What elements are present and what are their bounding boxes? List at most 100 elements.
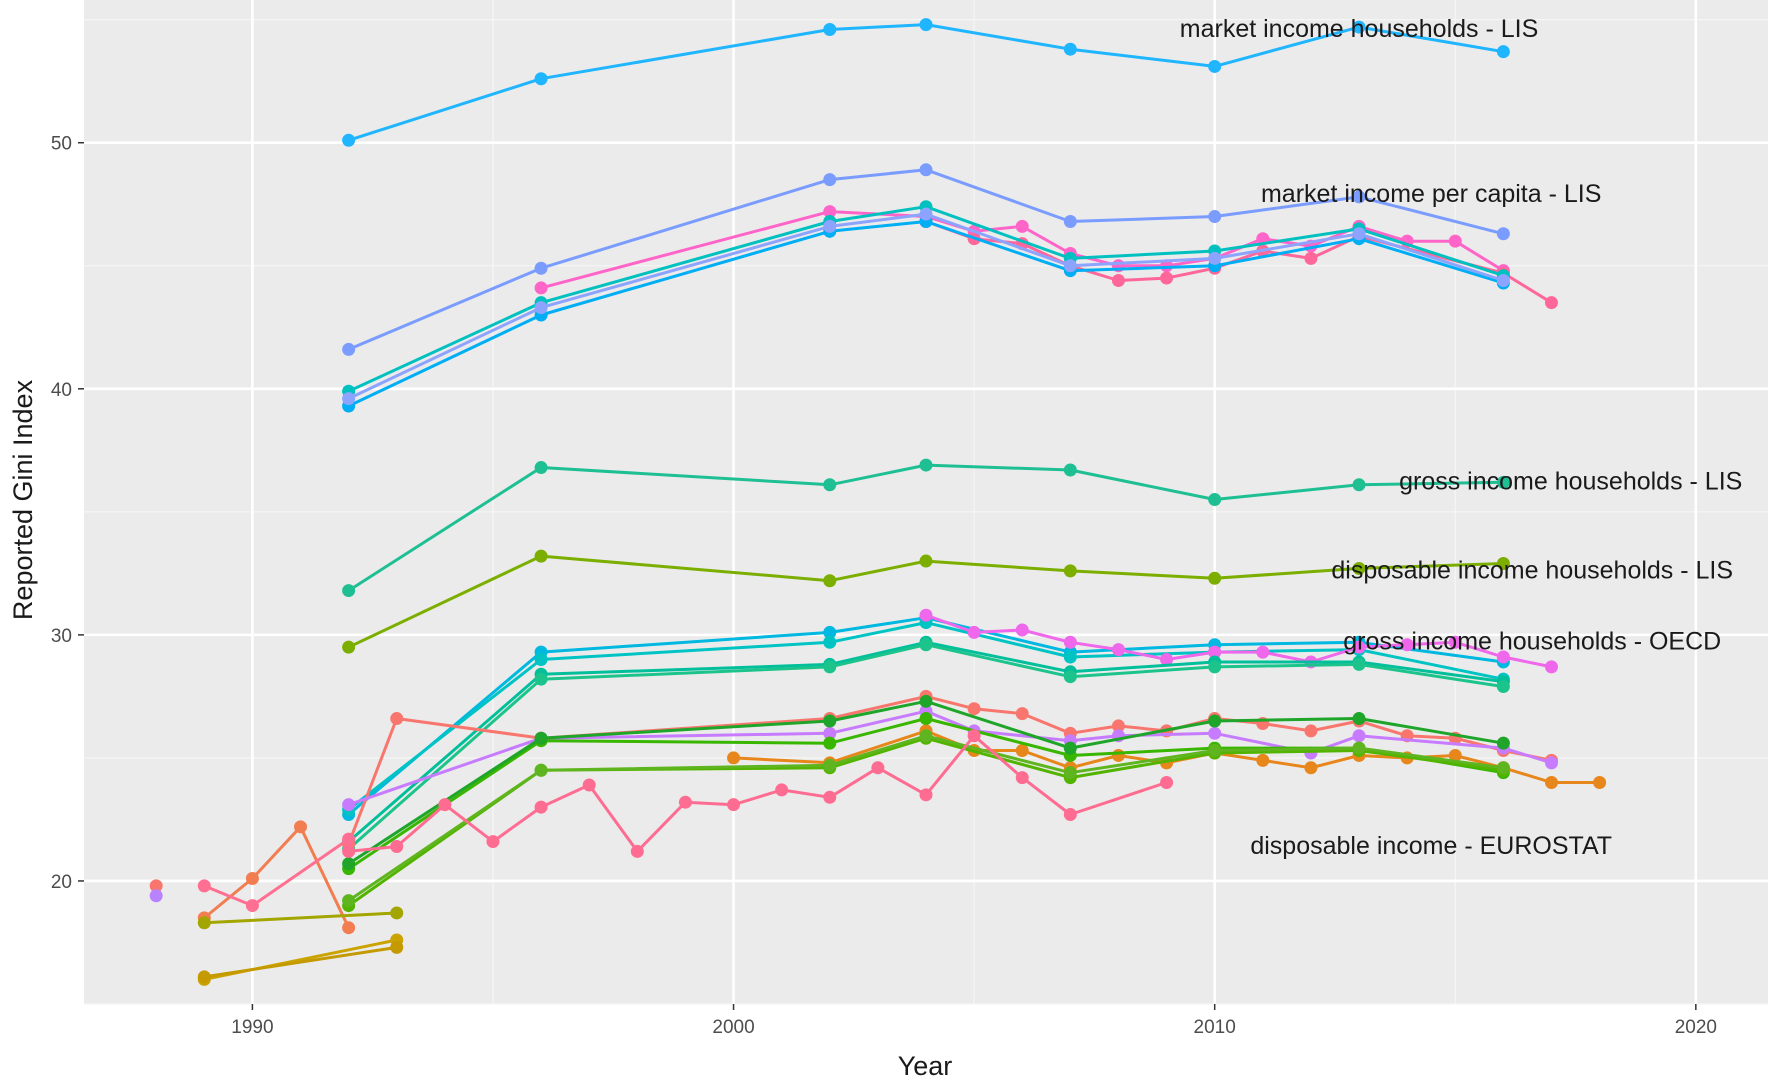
data-point <box>534 301 548 315</box>
y-tick-label: 40 <box>51 380 72 401</box>
data-point <box>1448 635 1462 649</box>
data-point <box>1496 475 1510 489</box>
series-layer <box>149 18 1607 986</box>
data-point <box>534 549 548 563</box>
data-point <box>1448 748 1462 762</box>
data-point <box>342 921 356 935</box>
data-point <box>919 18 933 32</box>
data-point <box>245 899 259 913</box>
data-point <box>342 640 356 654</box>
data-point <box>1208 645 1222 659</box>
data-point <box>1208 59 1222 73</box>
data-point <box>534 800 548 814</box>
y-axis-ticks: 20 30 40 50 <box>51 134 84 893</box>
data-point <box>1111 643 1125 657</box>
data-point <box>727 798 741 812</box>
data-point <box>534 672 548 686</box>
data-point <box>390 906 404 920</box>
data-point <box>1304 251 1318 265</box>
data-point <box>1304 724 1318 738</box>
series-line <box>347 699 1504 865</box>
data-point <box>1352 478 1366 492</box>
data-point <box>1063 463 1077 477</box>
series-line <box>925 613 1552 669</box>
series-line <box>204 911 397 925</box>
series-1 <box>342 18 1510 147</box>
data-point <box>1496 680 1510 694</box>
data-point <box>919 554 933 568</box>
data-point <box>534 261 548 275</box>
series-line <box>347 734 1504 902</box>
annotation-label: gross income households - OECD <box>1343 628 1721 656</box>
series-line <box>204 945 397 979</box>
data-point <box>342 342 356 356</box>
data-point <box>534 763 548 777</box>
data-point <box>1496 761 1510 775</box>
data-point <box>1352 712 1366 726</box>
data-point <box>1352 227 1366 241</box>
series-24 <box>197 832 356 913</box>
annotation-layer: market income households - LIS market inc… <box>1180 15 1743 860</box>
data-point <box>1015 623 1029 637</box>
annotation-label: disposable income households - LIS <box>1331 556 1733 584</box>
data-point <box>1496 227 1510 241</box>
series-27 <box>197 940 404 984</box>
data-point <box>294 820 308 834</box>
x-axis-ticks: 1990 2000 2010 2020 <box>231 1004 1717 1038</box>
y-tick-label: 20 <box>51 872 72 893</box>
data-point <box>1304 761 1318 775</box>
data-point <box>342 133 356 147</box>
data-point <box>1208 210 1222 224</box>
x-tick-label: 2010 <box>1194 1017 1236 1038</box>
data-point <box>1352 657 1366 671</box>
series-line <box>347 554 1504 649</box>
series-line <box>347 640 1504 843</box>
data-point <box>197 879 211 893</box>
data-point <box>919 694 933 708</box>
data-point <box>197 970 211 984</box>
series-line <box>347 220 1504 408</box>
data-point <box>823 219 837 233</box>
series-8 <box>342 458 1510 598</box>
series-28 <box>149 879 163 893</box>
data-point <box>534 461 548 475</box>
series-29 <box>149 889 163 903</box>
data-point <box>1063 635 1077 649</box>
series-line <box>347 621 1504 811</box>
data-point <box>727 751 741 765</box>
data-point <box>919 608 933 622</box>
data-point <box>1496 650 1510 664</box>
data-point <box>342 857 356 871</box>
data-point <box>149 879 163 893</box>
series-19 <box>342 694 1510 871</box>
data-point <box>342 798 356 812</box>
data-point <box>534 281 548 295</box>
data-point <box>823 726 837 740</box>
data-point <box>823 478 837 492</box>
annotation-label: market income households - LIS <box>1180 15 1539 43</box>
x-tick-label: 2000 <box>712 1017 754 1038</box>
data-point <box>342 844 356 858</box>
series-line <box>347 463 1504 592</box>
data-point <box>967 702 981 716</box>
data-point <box>486 835 500 849</box>
data-point <box>1160 776 1174 790</box>
data-point <box>149 889 163 903</box>
data-point <box>1160 271 1174 285</box>
series-9 <box>342 549 1510 654</box>
data-point <box>1352 729 1366 743</box>
series-22 <box>342 729 1174 858</box>
data-point <box>1063 214 1077 228</box>
series-12 <box>919 608 1558 674</box>
y-tick-label: 30 <box>51 626 72 647</box>
data-point <box>871 761 885 775</box>
series-line <box>347 212 1504 400</box>
series-7 <box>342 207 1510 406</box>
data-point <box>1352 561 1366 575</box>
data-point <box>342 392 356 406</box>
data-point <box>1063 808 1077 822</box>
data-point <box>823 736 837 750</box>
series-line <box>347 694 1552 845</box>
data-point <box>1496 274 1510 288</box>
data-point <box>245 872 259 885</box>
